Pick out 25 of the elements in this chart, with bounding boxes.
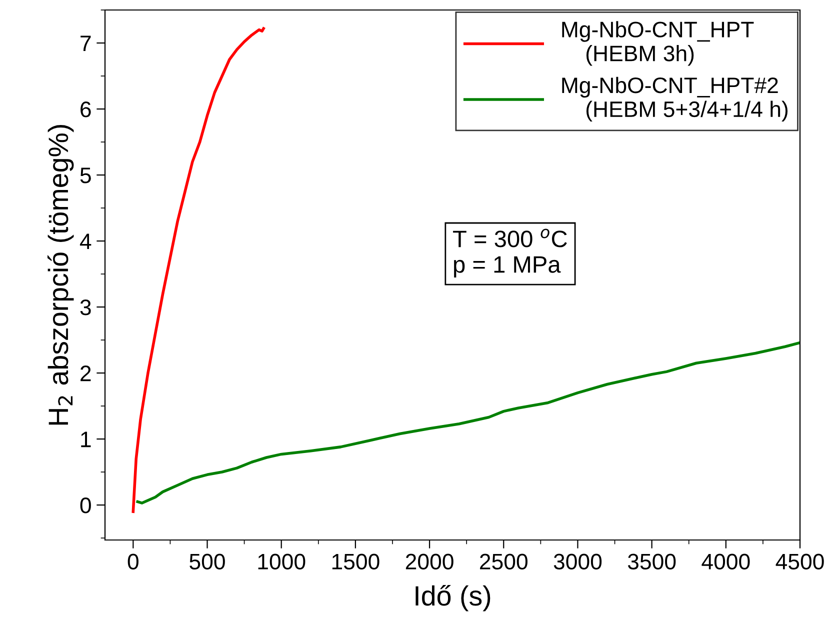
- y-axis-title: H$_{2}$ abszorpció (tömeg%): [48, 125, 74, 425]
- x-tick-label: 1000: [258, 554, 306, 570]
- y-tick-label: 4: [80, 234, 92, 250]
- x-tick-label: 0: [128, 554, 138, 570]
- x-tick-label: 4500: [776, 554, 824, 570]
- x-tick-label: 4000: [702, 554, 750, 570]
- x-axis-title: Idő (s): [416, 585, 490, 612]
- line-series: [136, 341, 800, 504]
- x-tick-label: 3500: [628, 554, 676, 570]
- y-tick-label: 6: [80, 102, 91, 118]
- y-tick-label: 1: [81, 432, 91, 448]
- y-tick-label: 5: [80, 168, 91, 184]
- x-tick-label: 3000: [554, 554, 602, 570]
- x-tick-label: 500: [190, 554, 225, 570]
- annotation: T = 300 $^{o}$C p = 1 MPa: [453, 228, 567, 278]
- line-series: [132, 27, 265, 514]
- y-tick-label: 0: [80, 498, 91, 514]
- legend-label: Mg-NbO-CNT_HPT (HEBM 3h): [562, 21, 754, 66]
- y-tick-label: 7: [80, 36, 91, 52]
- legend-label: Mg-NbO-CNT_HPT#2 (HEBM 5+3/4+1/4 h): [562, 76, 788, 122]
- x-tick-label: 2500: [480, 554, 528, 570]
- x-tick-label: 2000: [406, 554, 454, 570]
- x-tick-label: 1500: [332, 554, 380, 570]
- y-tick-label: 3: [80, 300, 91, 316]
- y-tick-label: 2: [80, 366, 91, 382]
